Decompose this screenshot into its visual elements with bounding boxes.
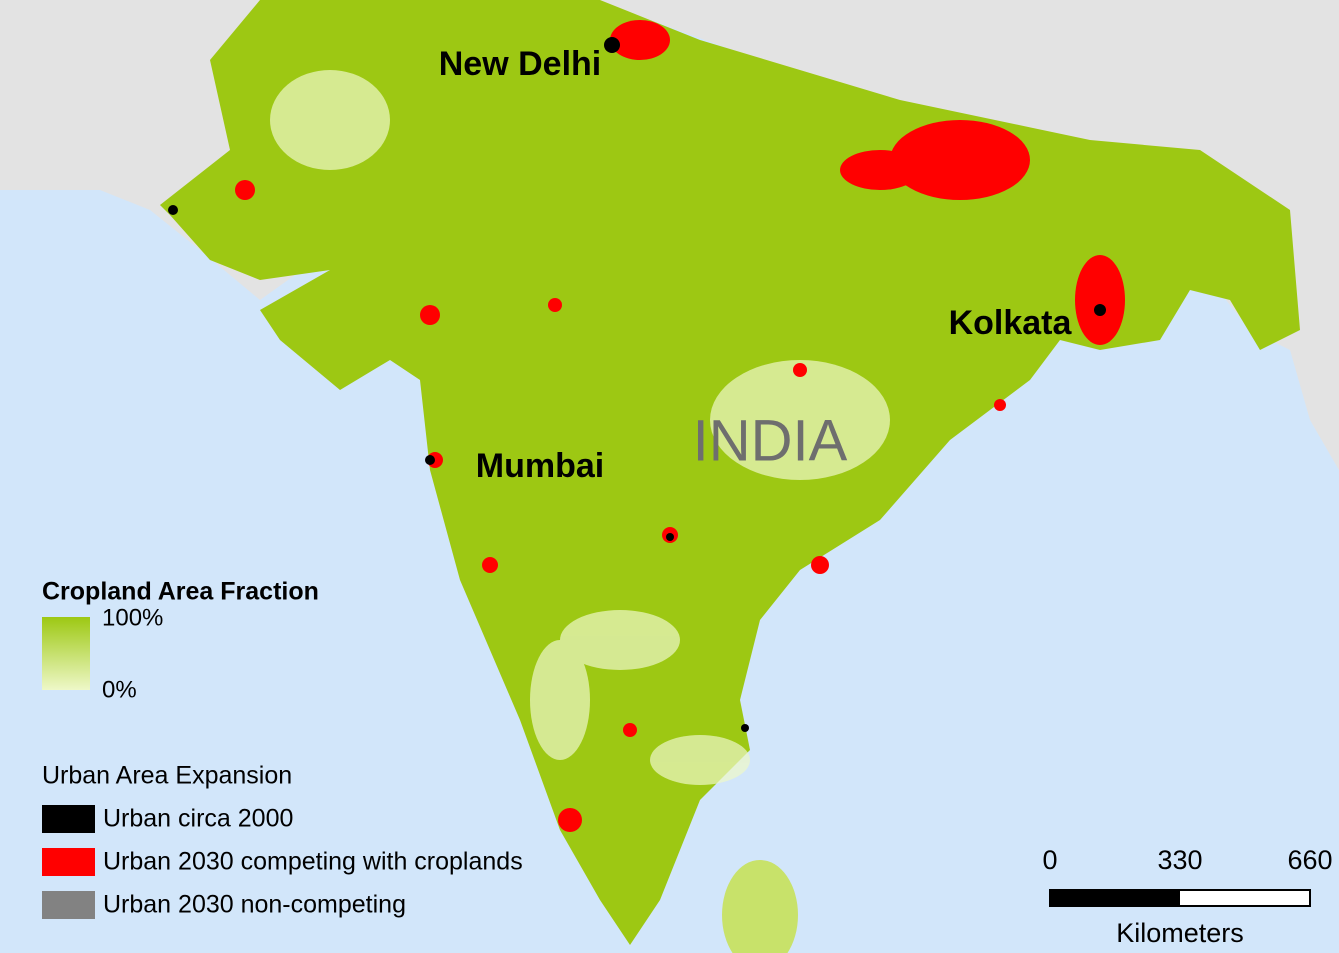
legend-swatch: [42, 891, 95, 919]
cropland-region: [160, 0, 1300, 945]
urban-2030-clusters: [235, 20, 1125, 832]
legend-title: Cropland Area Fraction: [42, 578, 319, 606]
scale-bar: 0 330 660: [1042, 845, 1333, 907]
legend-label: Urban circa 2000: [103, 805, 293, 833]
city-label: Mumbai: [476, 447, 604, 485]
legend-label: Urban 2030 non-competing: [103, 891, 406, 919]
scale-tick-label: 0: [1042, 845, 1057, 875]
scale-bar-segment: [1050, 890, 1180, 906]
legend-max-label: 100%: [102, 604, 163, 631]
scale-unit: Kilometers: [1116, 918, 1244, 948]
legend-title: Urban Area Expansion: [42, 762, 292, 790]
low-cropland-areas: [270, 70, 890, 785]
city-label: New Delhi: [439, 45, 601, 83]
legend-swatch: [42, 848, 95, 876]
country-label: INDIA: [693, 408, 848, 473]
city-label: Kolkata: [949, 304, 1073, 342]
legend-gradient: [42, 617, 90, 690]
sri-lanka: [722, 860, 798, 953]
legend-items: Urban circa 2000 Urban 2030 competing wit…: [42, 805, 523, 919]
scale-tick-label: 330: [1157, 845, 1202, 875]
legend-swatch: [42, 805, 95, 833]
legend-label: Urban 2030 competing with croplands: [103, 848, 523, 876]
scale-tick-label: 660: [1287, 845, 1332, 875]
legend-min-label: 0%: [102, 676, 137, 703]
urban-2000-areas: [168, 37, 1106, 732]
